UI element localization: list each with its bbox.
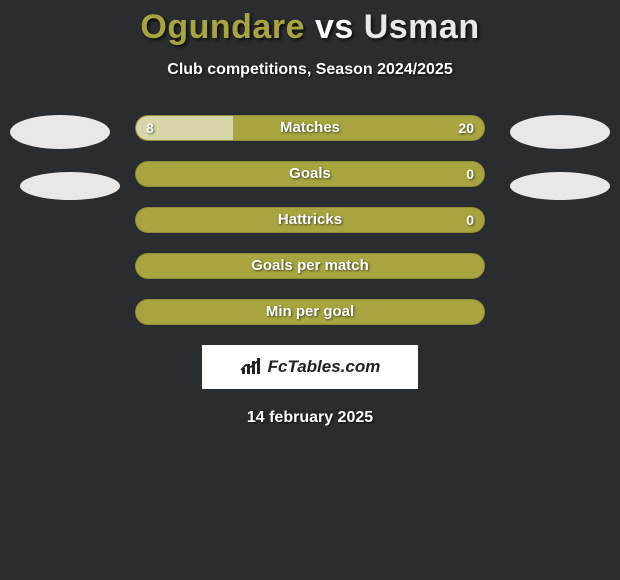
title-player1: Ogundare (140, 8, 305, 46)
stat-bar-label: Goals per match (136, 254, 484, 278)
stats-area: Matches820Goals0Hattricks0Goals per matc… (0, 115, 620, 427)
stat-bar-label: Goals (136, 162, 484, 186)
subtitle: Club competitions, Season 2024/2025 (0, 61, 620, 79)
stat-bar: Hattricks0 (135, 207, 485, 233)
title-player2: Usman (364, 8, 480, 46)
stat-bar-label: Matches (136, 116, 484, 140)
stat-bar-left-value: 8 (136, 116, 164, 140)
title: Ogundare vs Usman (0, 8, 620, 47)
stat-bar: Min per goal (135, 299, 485, 325)
stat-bar: Goals per match (135, 253, 485, 279)
watermark-text: FcTables.com (268, 357, 381, 377)
title-vs: vs (315, 8, 354, 46)
watermark-badge: FcTables.com (202, 345, 418, 389)
player1-avatar-placeholder (10, 115, 110, 149)
player2-avatar2-placeholder (510, 172, 610, 200)
stat-bar: Matches8 20 (135, 115, 485, 141)
stat-bar-right-value: 0 (456, 162, 484, 186)
stat-bar-label: Min per goal (136, 300, 484, 324)
stat-bar: Goals0 (135, 161, 485, 187)
player2-avatar-placeholder (510, 115, 610, 149)
stat-bar-right-value: 0 (456, 208, 484, 232)
player1-avatar2-placeholder (20, 172, 120, 200)
stat-bars: Matches820Goals0Hattricks0Goals per matc… (135, 115, 485, 325)
infographic-root: Ogundare vs Usman Club competitions, Sea… (0, 0, 620, 427)
stat-bar-label: Hattricks (136, 208, 484, 232)
date-text: 14 february 2025 (0, 409, 620, 427)
stat-bar-right-value: 20 (448, 116, 484, 140)
watermark-chart-icon (240, 358, 262, 376)
